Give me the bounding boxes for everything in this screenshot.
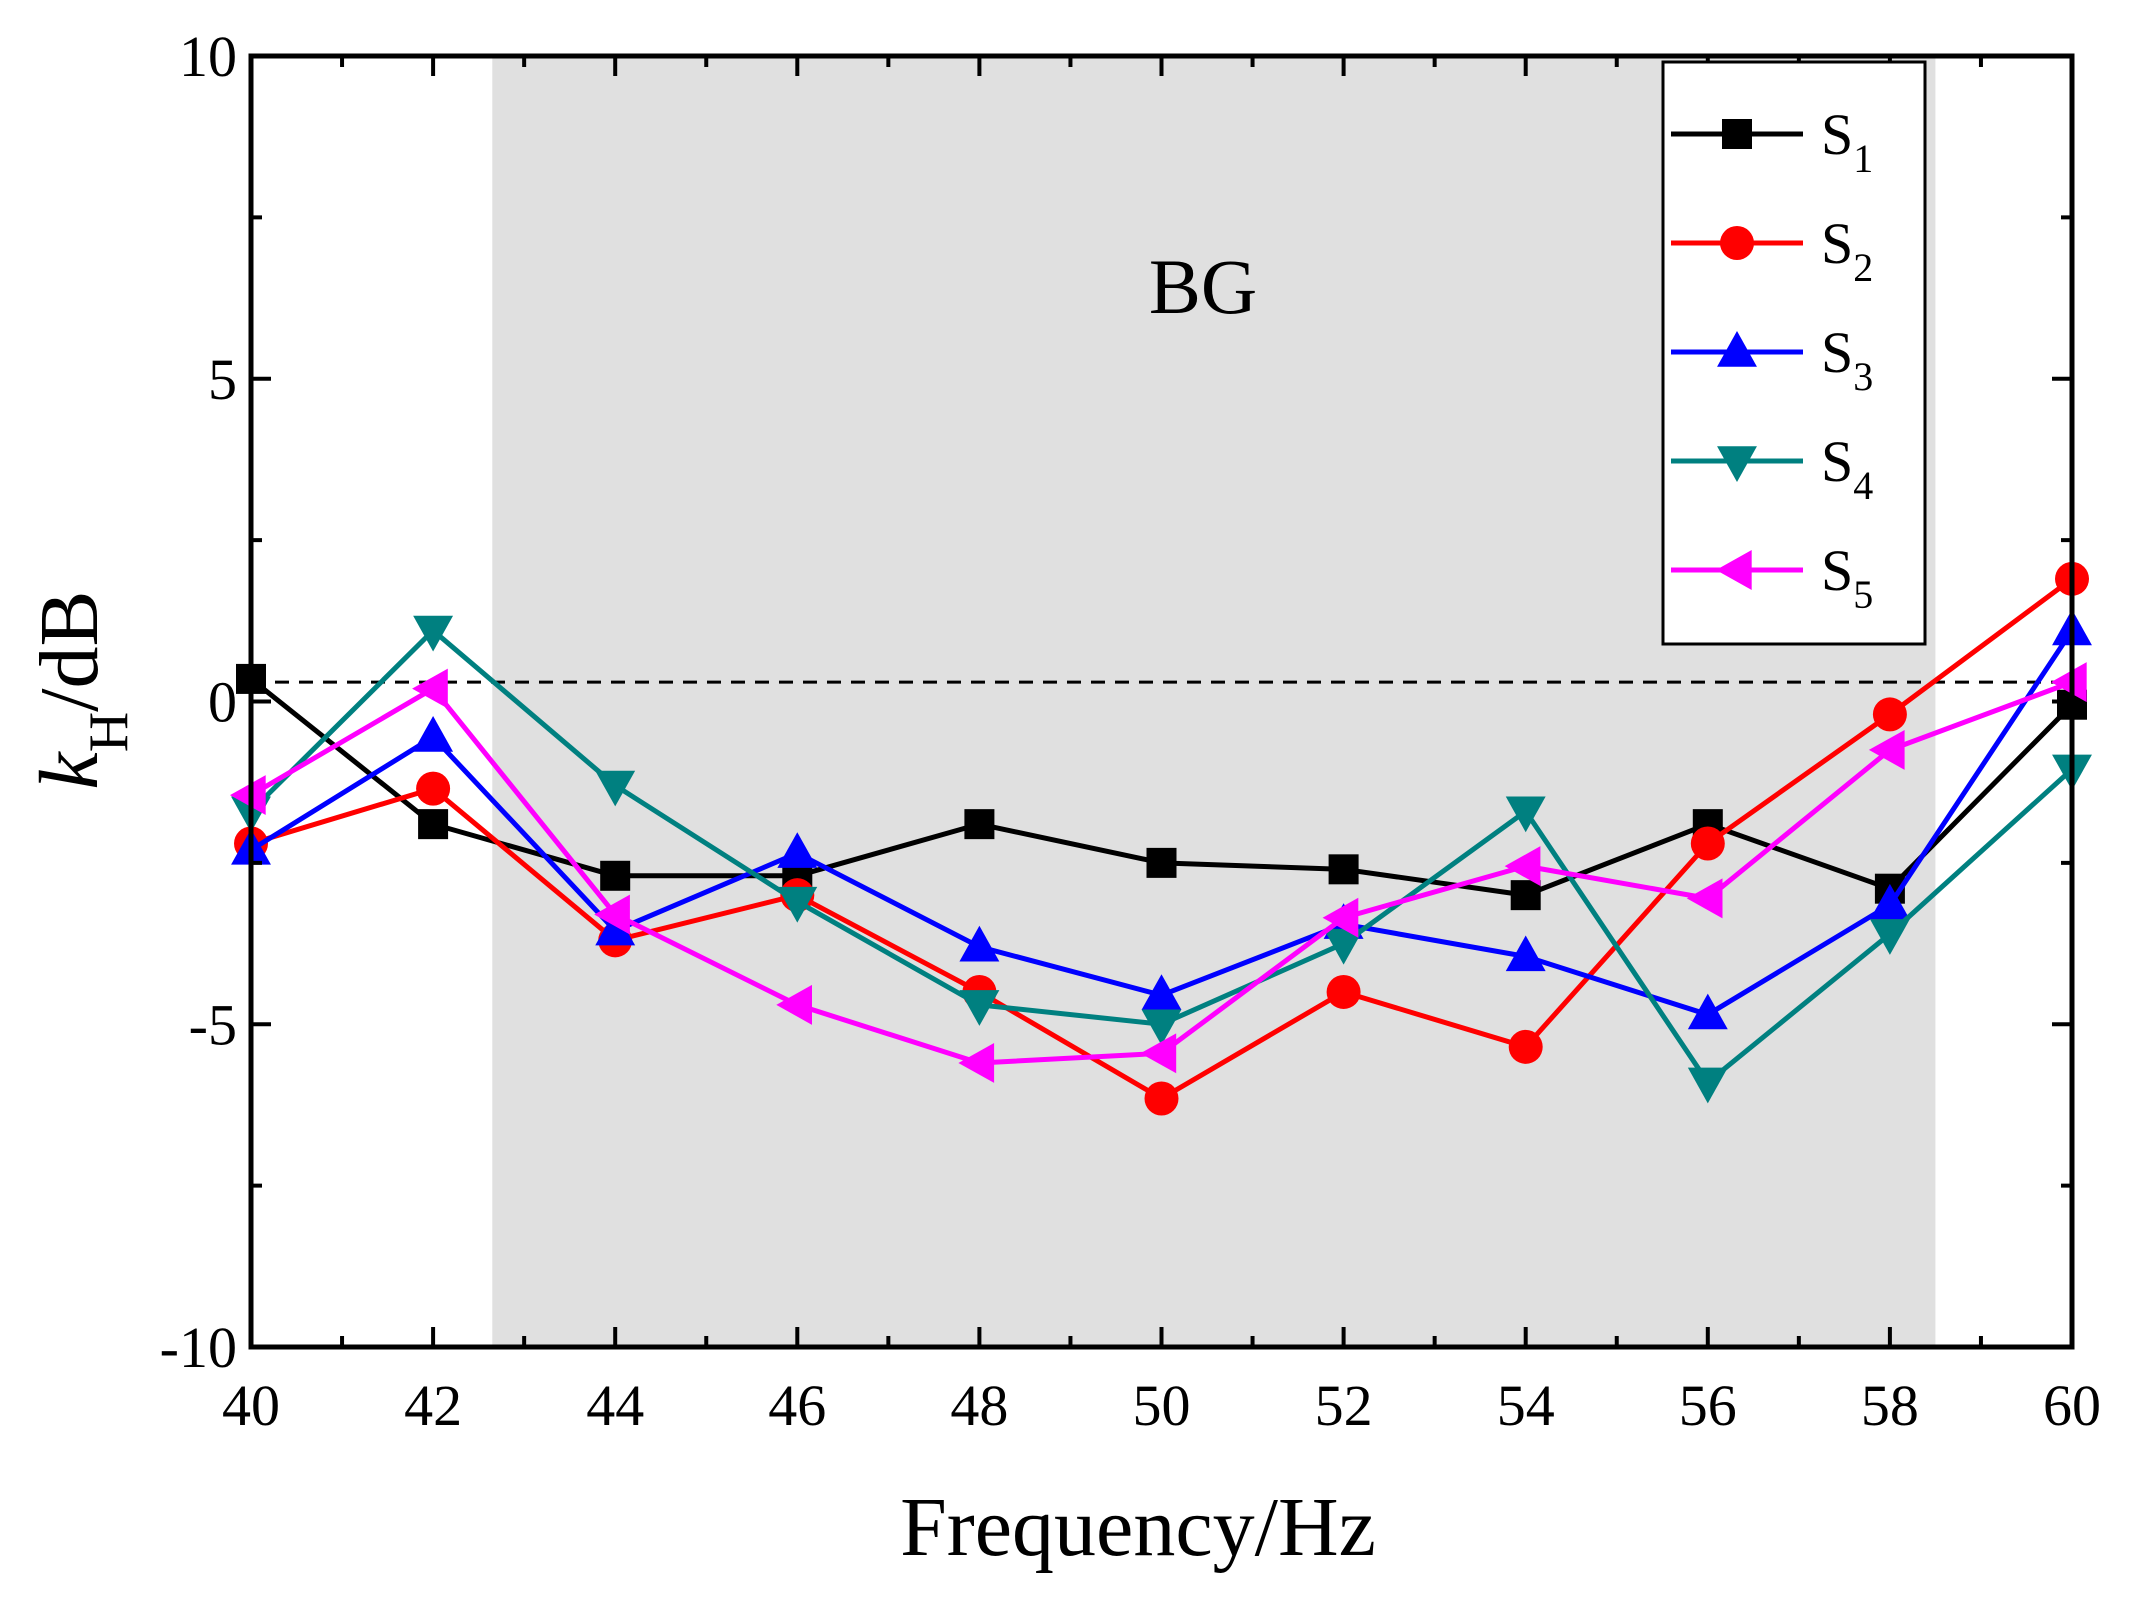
x-tick-label: 56 — [1679, 1373, 1737, 1438]
series-5-point — [2051, 662, 2087, 703]
series-5-point — [1504, 846, 1541, 887]
series-4-point — [1869, 919, 1910, 955]
series-3-point — [413, 716, 454, 752]
series-2-point — [1508, 1029, 1543, 1064]
legend-label-1: S1 — [1821, 102, 1873, 181]
series-1-point — [964, 809, 995, 840]
legend-marker-5 — [1716, 550, 1752, 590]
series-5-point — [1868, 729, 1905, 770]
series-4-point — [413, 615, 454, 652]
legend-label-sub: 2 — [1853, 245, 1873, 290]
series-4-point — [1687, 1067, 1728, 1104]
legend-label-5: S5 — [1821, 538, 1873, 617]
series-3-point — [1687, 993, 1728, 1030]
series-3-point — [595, 909, 636, 946]
x-tick-label: 52 — [1315, 1373, 1373, 1438]
series-5-point — [1322, 897, 1359, 938]
x-tick-label: 58 — [1861, 1373, 1919, 1438]
y-tick-label: 5 — [208, 347, 237, 412]
y-tick-label: -10 — [160, 1315, 237, 1380]
x-tick-label: 46 — [768, 1373, 826, 1438]
series-layer — [230, 561, 2092, 1116]
legend-label-sub: 3 — [1853, 354, 1873, 399]
y-axis-title-suffix: /dB — [23, 590, 116, 711]
legend-label-4: S4 — [1821, 429, 1873, 508]
series-4-point — [595, 770, 636, 807]
series-3-point — [777, 832, 818, 868]
legend-label-sub: 1 — [1853, 136, 1873, 181]
legend-marker-3 — [1717, 331, 1757, 367]
x-tick-label: 60 — [2043, 1373, 2101, 1438]
series-4-point — [1323, 928, 1364, 965]
series-3-point — [1141, 974, 1182, 1010]
x-tick-label: 42 — [404, 1373, 462, 1438]
x-axis-title: Frequency/Hz — [900, 1481, 1376, 1574]
x-tick-label: 44 — [586, 1373, 644, 1438]
legend-label-name: S — [1821, 320, 1853, 385]
y-tick-label: 10 — [179, 24, 237, 89]
series-2-point — [416, 771, 451, 806]
series-5-point — [594, 894, 630, 935]
series-4-point — [959, 990, 1000, 1026]
series-1-point — [600, 860, 631, 891]
x-tick-label: 54 — [1497, 1373, 1555, 1438]
x-tick-label: 48 — [950, 1373, 1008, 1438]
legend-label-name: S — [1821, 211, 1853, 276]
series-1 — [236, 663, 2087, 911]
y-axis-title-main: k — [23, 751, 116, 790]
series-5 — [230, 662, 2087, 1083]
series-4-point — [1141, 1009, 1182, 1046]
series-4-point — [777, 886, 818, 923]
series-3-point — [1869, 883, 1910, 920]
series-2-point — [1326, 974, 1361, 1009]
series-2-point — [1144, 1081, 1179, 1116]
legend-marker-4 — [1717, 446, 1757, 482]
series-2-point — [1690, 826, 1725, 861]
y-axis-title-sub: H — [78, 712, 140, 752]
legend-label-name: S — [1821, 538, 1853, 603]
y-tick-label: 0 — [208, 670, 237, 735]
series-1-point — [418, 809, 449, 840]
series-4 — [231, 615, 2092, 1104]
svg-text:kH/dB: kH/dB — [23, 590, 140, 789]
series-1-point — [1328, 854, 1359, 885]
legend-label-name: S — [1821, 102, 1853, 167]
series-5-point — [1686, 878, 1723, 919]
y-tick-label: -5 — [189, 992, 237, 1057]
series-4-point — [1505, 796, 1546, 833]
series-5-point — [1140, 1033, 1177, 1074]
x-tick-label: 40 — [222, 1373, 280, 1438]
series-3-point — [959, 925, 1000, 962]
legend-label-2: S2 — [1821, 211, 1873, 290]
legend-label-name: S — [1821, 429, 1853, 494]
legend-marker-2 — [1720, 226, 1754, 260]
y-axis-title: kH/dB — [23, 590, 140, 789]
band-gap-label: BG — [1149, 243, 1257, 330]
legend-marker-1 — [1722, 119, 1752, 149]
series-1-point — [1146, 847, 1177, 878]
series-1-point — [1510, 880, 1541, 911]
series-2-point — [1872, 697, 1907, 732]
series-5-point — [230, 775, 266, 816]
x-tick-label: 50 — [1133, 1373, 1191, 1438]
series-5-point — [958, 1043, 995, 1083]
legend-label-sub: 5 — [1853, 572, 1873, 617]
series-5-point — [412, 668, 448, 709]
legend-label-sub: 4 — [1853, 463, 1873, 508]
series-5-point — [776, 984, 812, 1025]
legend-label-3: S3 — [1821, 320, 1873, 399]
series-3-point — [1505, 935, 1546, 972]
